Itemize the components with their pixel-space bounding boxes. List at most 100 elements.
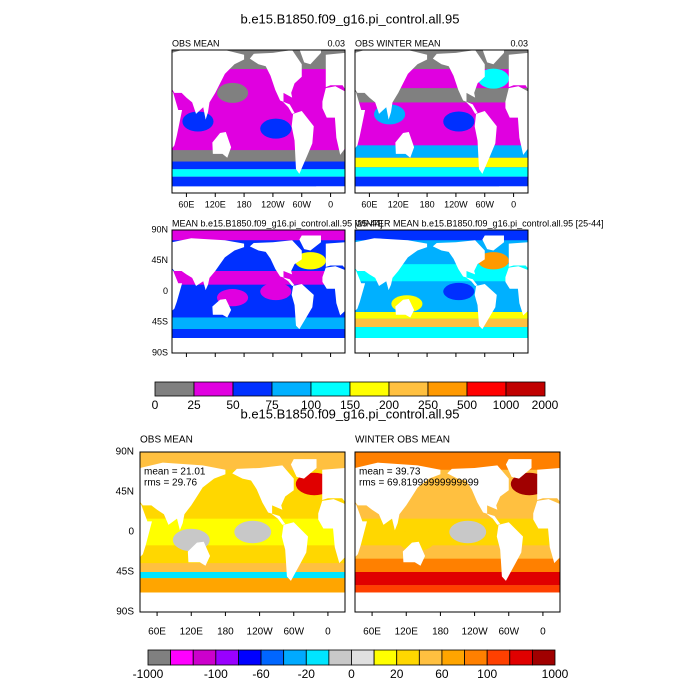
land bbox=[655, 235, 677, 250]
panel-stat: rms = 29.76 bbox=[144, 478, 198, 489]
colorbar-box bbox=[310, 381, 351, 397]
ocean-patch bbox=[443, 111, 475, 132]
ocean-patch bbox=[260, 118, 292, 139]
land bbox=[474, 111, 497, 174]
land bbox=[355, 91, 366, 149]
land bbox=[537, 468, 560, 502]
land bbox=[499, 337, 528, 353]
x-tick-label: 120E bbox=[180, 627, 204, 638]
land bbox=[140, 503, 152, 558]
colorbar-box bbox=[193, 381, 234, 397]
map bbox=[355, 50, 670, 193]
land bbox=[432, 50, 485, 114]
x-tick-label: 60W bbox=[283, 627, 304, 638]
colorbar-label: -20 bbox=[298, 667, 316, 681]
land bbox=[355, 337, 528, 353]
colorbar-box bbox=[349, 381, 390, 397]
land bbox=[172, 238, 245, 291]
land bbox=[648, 111, 670, 174]
colorbar-box bbox=[505, 381, 546, 397]
colorbar-box bbox=[486, 649, 511, 666]
x-tick-label: 180 bbox=[420, 199, 435, 209]
ocean-band bbox=[355, 585, 560, 593]
panel-corner-label: 0.03 bbox=[327, 38, 345, 48]
land bbox=[212, 299, 232, 318]
land bbox=[172, 186, 345, 193]
colorbar-label: -100 bbox=[204, 667, 228, 681]
land bbox=[140, 462, 226, 531]
x-tick-label: 60E bbox=[363, 627, 381, 638]
x-tick-label: 180 bbox=[432, 627, 449, 638]
x-tick-label: 120E bbox=[205, 199, 226, 209]
colorbar-box bbox=[531, 649, 556, 666]
ocean-band bbox=[172, 161, 345, 170]
colorbar-box bbox=[271, 381, 312, 397]
colorbar-label: 250 bbox=[418, 398, 438, 412]
land bbox=[355, 50, 428, 120]
land bbox=[299, 50, 321, 65]
colorbar-label: 25 bbox=[187, 398, 201, 412]
land bbox=[482, 235, 504, 251]
ocean-band bbox=[355, 157, 528, 168]
land bbox=[505, 459, 532, 479]
map bbox=[355, 230, 677, 353]
colorbar-label: 500 bbox=[457, 398, 477, 412]
ocean-band bbox=[172, 230, 345, 241]
land bbox=[474, 283, 497, 330]
x-tick-label: 120W bbox=[462, 627, 489, 638]
x-tick-label: 120E bbox=[388, 199, 409, 209]
colorbar-box bbox=[509, 649, 533, 666]
land bbox=[606, 240, 658, 286]
colorbar-box bbox=[373, 649, 398, 666]
ocean-band bbox=[355, 572, 560, 586]
x-tick-label: 60W bbox=[292, 199, 311, 209]
land bbox=[355, 462, 441, 531]
ocean-patch bbox=[216, 82, 249, 103]
y-tick-label: 0 bbox=[128, 527, 134, 538]
map bbox=[355, 452, 560, 612]
y-tick-label: 45N bbox=[116, 487, 134, 498]
land bbox=[322, 468, 345, 502]
land bbox=[212, 131, 232, 158]
figure-title: b.e15.B1850.f09_g16.pi_control.all.95 bbox=[240, 11, 459, 26]
land bbox=[508, 242, 528, 269]
panel-stat: mean = 39.73 bbox=[359, 467, 421, 478]
colorbar-box bbox=[215, 649, 239, 666]
land bbox=[568, 299, 587, 317]
panel-corner-label: 0.03 bbox=[510, 38, 528, 48]
land bbox=[355, 238, 428, 291]
colorbar-box bbox=[260, 649, 285, 666]
colorbar-box bbox=[238, 649, 262, 666]
colorbar-label: 0 bbox=[152, 398, 159, 412]
x-tick-label: 60E bbox=[148, 627, 166, 638]
map bbox=[140, 452, 345, 612]
map-frame bbox=[171, 229, 346, 354]
ocean-patch bbox=[182, 111, 214, 132]
map-frame bbox=[354, 49, 529, 194]
x-tick-label: 180 bbox=[237, 199, 252, 209]
colorbar-label: 20 bbox=[390, 667, 404, 681]
colorbar-box bbox=[305, 649, 330, 666]
land bbox=[395, 131, 415, 158]
panel-title: OBS MEAN bbox=[140, 435, 193, 446]
ocean-patch bbox=[477, 68, 509, 89]
land bbox=[322, 266, 345, 316]
land bbox=[482, 50, 504, 65]
land bbox=[249, 50, 302, 114]
land bbox=[505, 86, 528, 155]
land bbox=[355, 269, 366, 311]
y-tick-label: 45N bbox=[151, 255, 168, 265]
map bbox=[172, 230, 345, 353]
y-tick-label: 45S bbox=[152, 317, 168, 327]
land bbox=[499, 186, 528, 193]
map-frame bbox=[354, 451, 561, 613]
land bbox=[447, 465, 509, 525]
colorbar-label: 75 bbox=[265, 398, 279, 412]
land bbox=[172, 269, 183, 311]
panel-title: MEAN b.e15.B1850.f09_g16.pi_control.all.… bbox=[172, 218, 383, 228]
ocean-band bbox=[172, 317, 345, 330]
land bbox=[508, 52, 528, 90]
land bbox=[290, 459, 317, 479]
ocean-band bbox=[172, 150, 345, 162]
colorbar-box bbox=[154, 381, 195, 397]
